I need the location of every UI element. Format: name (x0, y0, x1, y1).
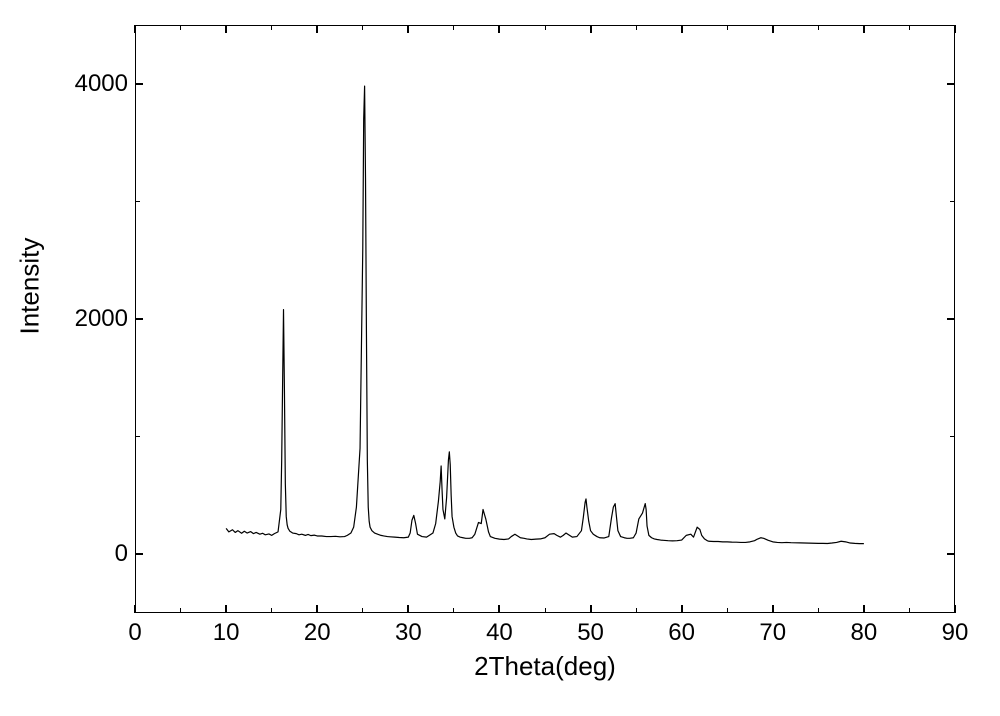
tick-label: 70 (743, 619, 803, 647)
tick-label: 90 (925, 619, 985, 647)
tick-label: 40 (469, 619, 529, 647)
tick-label: 80 (834, 619, 894, 647)
y-axis-label: Intensity (15, 305, 46, 335)
tick-label: 50 (561, 619, 621, 647)
tick-label: 0 (105, 619, 165, 647)
tick-label: 0 (50, 540, 128, 568)
xrd-line-trace (0, 0, 960, 618)
tick-label: 2000 (50, 305, 128, 333)
tick-label: 60 (652, 619, 712, 647)
tick-label: 10 (196, 619, 256, 647)
tick-label: 30 (378, 619, 438, 647)
x-axis-label: 2Theta(deg) (135, 651, 955, 682)
tick-label: 4000 (50, 70, 128, 98)
tick-label: 20 (287, 619, 347, 647)
